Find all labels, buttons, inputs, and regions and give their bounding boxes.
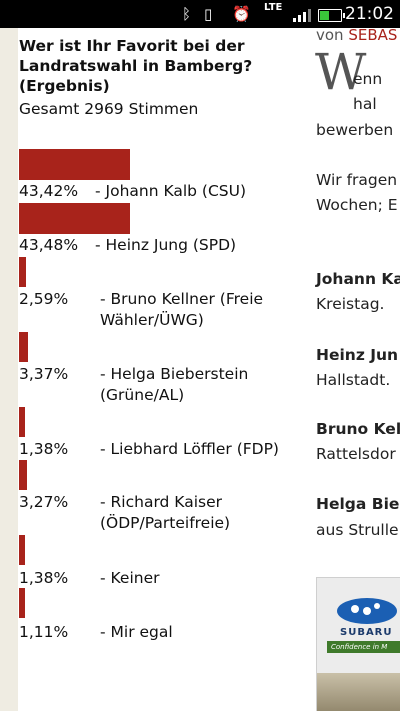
- battery-icon: [318, 9, 345, 22]
- lte-icon: LTE: [264, 2, 283, 13]
- candidate-text: aus Strulle: [316, 521, 399, 539]
- page-margin: [0, 28, 18, 711]
- poll-percent-bruno-kellner: 2,59%: [19, 290, 69, 308]
- poll-bar-bruno-kellner: [19, 257, 26, 287]
- signal-icon: [293, 8, 311, 22]
- candidate-name: Heinz Jun: [316, 346, 399, 364]
- poll-option-mir-egal: - Mir egal: [100, 623, 173, 641]
- poll-option-johann-kalb: - Johann Kalb (CSU): [95, 182, 247, 200]
- article-column: von SEBAS W enn hal bewerben Wir fragen …: [303, 28, 400, 711]
- byline-author-link[interactable]: SEBAS: [348, 28, 398, 44]
- candidate-text: Kreistag.: [316, 295, 385, 313]
- poll-option-helga-bieberstein: - Helga Bieberstein (Grüne/AL): [100, 365, 249, 404]
- poll-option-liebhard-loeffler: - Liebhard Löffler (FDP): [100, 440, 279, 458]
- poll-percent-liebhard-loeffler: 1,38%: [19, 440, 69, 458]
- candidate-name: Helga Biel: [316, 495, 400, 513]
- poll-total-votes: Gesamt 2969 Stimmen: [19, 100, 199, 118]
- subaru-logo-icon: [337, 598, 397, 624]
- poll-bar-richard-kaiser: [19, 460, 27, 490]
- poll-title: Wer ist Ihr Favorit bei der Landratswahl…: [19, 37, 253, 95]
- poll-option-heinz-jung: - Heinz Jung (SPD): [95, 236, 237, 254]
- bluetooth-icon: ᛒ: [182, 5, 192, 23]
- vibrate-icon: ▯: [204, 5, 213, 23]
- poll-bar-johann-kalb: [19, 149, 130, 180]
- poll-option-keiner: - Keiner: [100, 569, 160, 587]
- article-line: Wochen; E: [316, 196, 398, 214]
- status-time: 21:02: [345, 4, 394, 24]
- byline-prefix: von: [316, 28, 344, 44]
- poll-percent-heinz-jung: 43,48%: [19, 236, 79, 254]
- poll-percent-mir-egal: 1,11%: [19, 623, 69, 641]
- article-byline: von SEBAS: [316, 28, 397, 44]
- poll-option-bruno-kellner: - Bruno Kellner (Freie Wähler/ÜWG): [100, 290, 264, 329]
- candidate-text: Hallstadt.: [316, 371, 391, 389]
- article-line: enn: [353, 70, 383, 88]
- poll-bar-keiner: [19, 535, 25, 565]
- ad-brand: SUBARU: [340, 627, 393, 638]
- status-bar: ᛒ ▯ ⏰ LTE 21:02: [0, 0, 400, 28]
- advertisement[interactable]: SUBARU Confidence in M: [316, 577, 400, 711]
- poll-percent-helga-bieberstein: 3,37%: [19, 365, 69, 383]
- candidate-name: Johann Ka: [316, 270, 400, 288]
- poll-bar-mir-egal: [19, 588, 25, 618]
- poll-percent-richard-kaiser: 3,27%: [19, 493, 69, 511]
- poll-percent-keiner: 1,38%: [19, 569, 69, 587]
- poll-results-panel: [18, 28, 303, 711]
- candidate-text: Rattelsdor: [316, 445, 396, 463]
- article-dropcap: W: [315, 43, 367, 101]
- poll-bar-liebhard-loeffler: [19, 407, 25, 437]
- ad-car-image: [317, 673, 400, 711]
- alarm-icon: ⏰: [232, 5, 251, 23]
- poll-bar-helga-bieberstein: [19, 332, 28, 362]
- poll-percent-johann-kalb: 43,42%: [19, 182, 79, 200]
- poll-bar-heinz-jung: [19, 203, 130, 234]
- article-line: bewerben: [316, 121, 394, 139]
- article-line: Wir fragen: [316, 171, 398, 189]
- article-line: hal: [353, 95, 377, 113]
- ad-slogan: Confidence in M: [327, 641, 400, 653]
- poll-option-richard-kaiser: - Richard Kaiser (ÖDP/Parteifreie): [100, 493, 231, 532]
- candidate-name: Bruno Kell: [316, 420, 400, 438]
